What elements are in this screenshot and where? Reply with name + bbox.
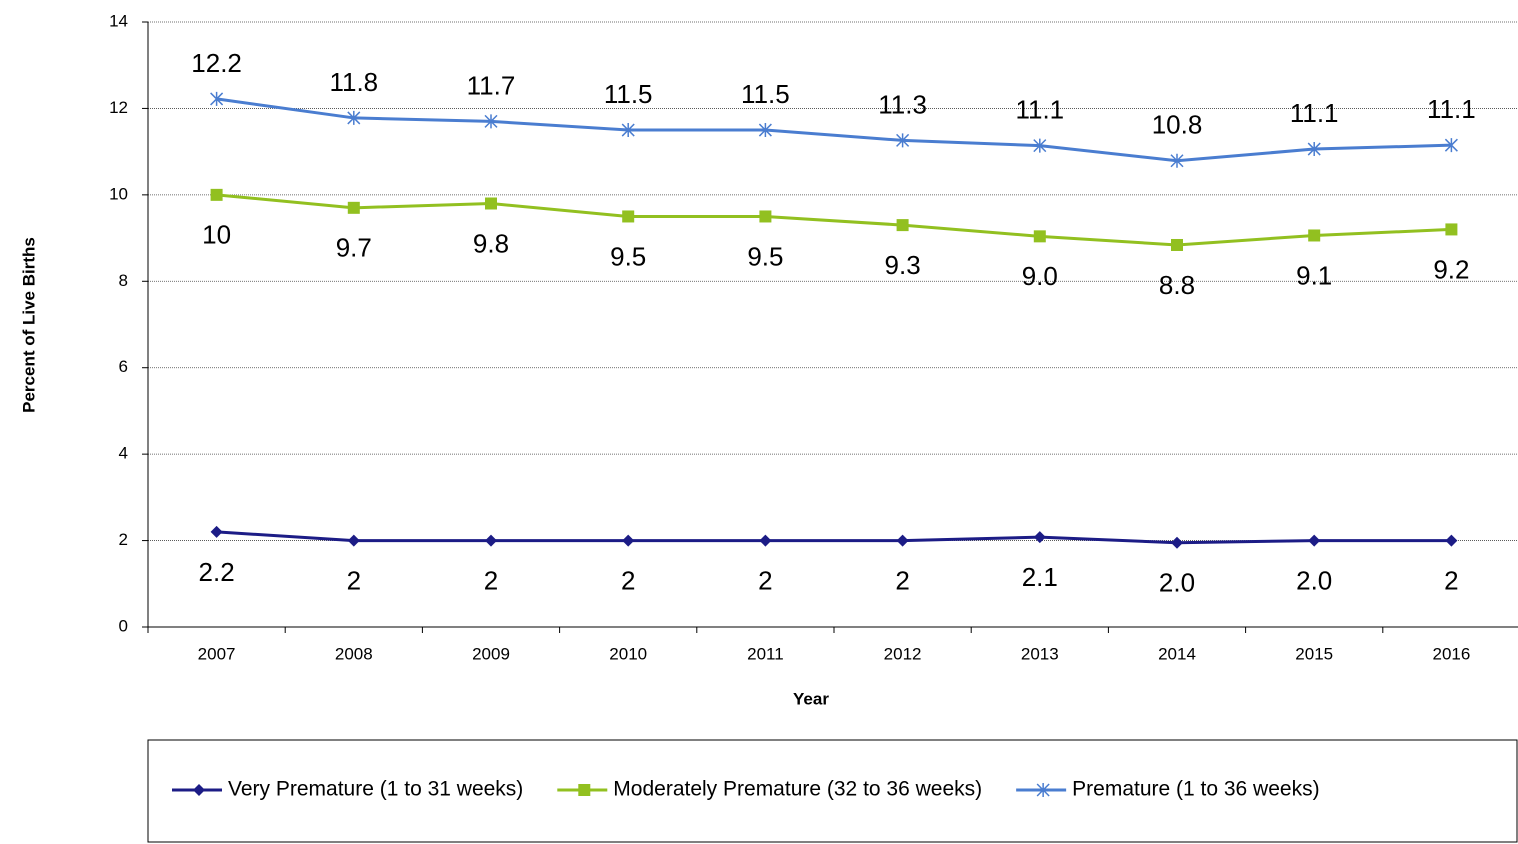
x-tick-label: 2012	[884, 644, 922, 663]
x-tick-label: 2008	[335, 644, 373, 663]
x-tick-label: 2009	[472, 644, 510, 663]
y-tick-label: 6	[119, 357, 128, 376]
marker	[1171, 238, 1183, 251]
data-label: 2.1	[1022, 562, 1058, 592]
marker	[578, 784, 591, 796]
x-tick-label: 2014	[1158, 644, 1196, 663]
y-tick-label: 10	[109, 184, 128, 203]
marker	[484, 114, 498, 129]
data-label: 9.7	[336, 233, 372, 263]
data-label: 2	[347, 565, 361, 595]
data-label: 9.1	[1296, 260, 1332, 290]
series-line	[216, 193, 1452, 247]
y-tick-label: 8	[119, 271, 128, 290]
y-axis-title: Percent of Live Births	[19, 237, 38, 413]
marker	[759, 210, 772, 223]
marker	[1307, 142, 1321, 157]
series-line	[216, 97, 1452, 163]
x-tick-label: 2010	[609, 644, 647, 663]
data-label: 11.1	[1015, 94, 1064, 124]
marker	[485, 197, 497, 210]
series-line	[216, 530, 1452, 545]
marker	[210, 525, 223, 538]
marker	[485, 534, 497, 547]
data-label: 8.8	[1159, 270, 1195, 300]
marker	[1033, 138, 1047, 153]
marker	[621, 123, 635, 138]
legend-label: Premature (1 to 36 weeks)	[1072, 778, 1319, 801]
data-label: 10.8	[1152, 110, 1203, 140]
marker	[1033, 230, 1046, 243]
marker	[1308, 534, 1321, 547]
y-tick-label: 12	[109, 98, 128, 117]
data-label: 11.3	[878, 89, 927, 119]
data-label: 11.5	[604, 79, 653, 109]
marker	[1033, 531, 1046, 544]
marker	[193, 784, 205, 796]
data-label: 2	[621, 565, 635, 595]
data-label: 11.8	[329, 67, 378, 97]
x-tick-label: 2007	[198, 644, 236, 663]
data-label: 2	[895, 565, 909, 595]
marker	[210, 91, 224, 106]
x-tick-label: 2015	[1295, 644, 1333, 663]
marker	[347, 534, 360, 547]
marker	[896, 219, 909, 232]
data-label: 10	[202, 220, 231, 250]
data-label: 9.3	[885, 250, 921, 280]
data-label: 2.0	[1296, 565, 1332, 595]
legend-box	[147, 739, 1518, 843]
marker	[622, 210, 635, 223]
x-tick-label: 2013	[1021, 644, 1059, 663]
marker	[758, 123, 772, 138]
data-label: 9.5	[610, 241, 646, 271]
data-label: 2	[484, 565, 498, 595]
data-label: 9.8	[473, 228, 509, 258]
data-label: 11.5	[741, 79, 790, 109]
data-label: 11.7	[467, 70, 516, 100]
data-label: 11.1	[1290, 98, 1339, 128]
data-label: 2.2	[199, 557, 235, 587]
marker	[1445, 223, 1458, 236]
marker	[1170, 153, 1184, 168]
data-label: 9.0	[1022, 261, 1058, 291]
x-tick-label: 2011	[747, 644, 784, 663]
marker	[1036, 783, 1050, 797]
data-label: 9.2	[1433, 254, 1469, 284]
data-label: 2.0	[1159, 568, 1195, 598]
marker	[1308, 229, 1321, 242]
data-label: 2	[758, 565, 772, 595]
marker	[1444, 138, 1458, 153]
marker	[896, 534, 909, 547]
marker	[347, 110, 361, 125]
y-tick-label: 4	[119, 444, 128, 463]
y-tick-label: 14	[109, 11, 128, 30]
legend-label: Very Premature (1 to 31 weeks)	[228, 778, 523, 801]
data-label: 2	[1444, 565, 1458, 595]
data-label: 12.2	[191, 48, 242, 78]
marker	[1171, 536, 1183, 549]
marker	[759, 534, 772, 547]
marker	[210, 188, 223, 201]
x-tick-label: 2016	[1432, 644, 1470, 663]
marker	[896, 133, 910, 148]
y-tick-label: 0	[119, 616, 128, 635]
marker	[347, 201, 360, 214]
x-axis-title: Year	[793, 689, 829, 708]
marker	[622, 534, 635, 547]
data-label: 11.1	[1427, 94, 1476, 124]
y-tick-label: 2	[119, 530, 128, 549]
marker	[1445, 534, 1458, 547]
legend-label: Moderately Premature (32 to 36 weeks)	[613, 778, 982, 801]
data-label: 9.5	[747, 241, 783, 271]
